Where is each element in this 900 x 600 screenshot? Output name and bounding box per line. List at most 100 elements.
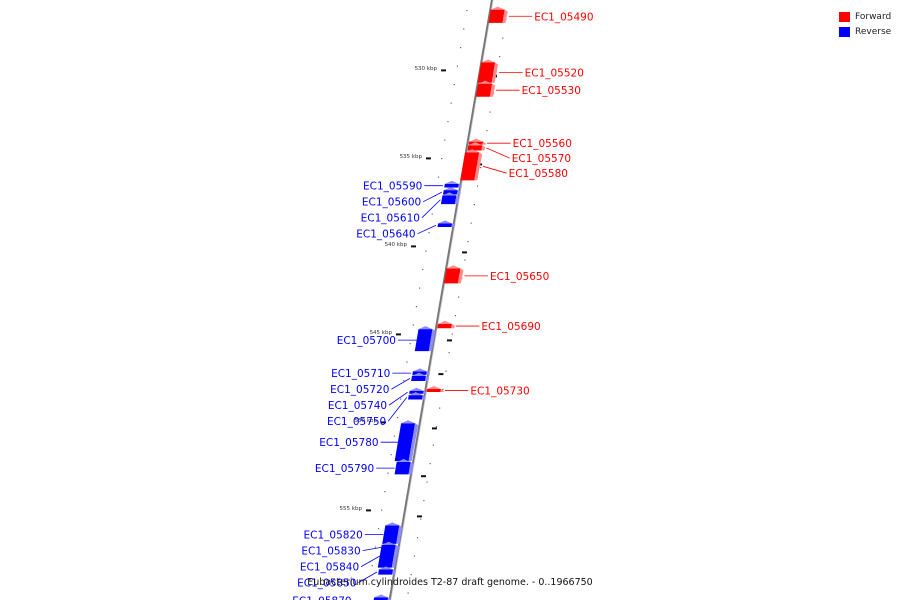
leader-line bbox=[358, 571, 378, 583]
gene-label[interactable]: EC1_05730 bbox=[470, 385, 529, 397]
gene-label[interactable]: EC1_05530 bbox=[522, 85, 581, 97]
gene-label[interactable]: EC1_05830 bbox=[301, 546, 360, 558]
gene-EC1_05750[interactable] bbox=[408, 392, 426, 400]
gene-label[interactable]: EC1_05520 bbox=[525, 68, 584, 80]
gene-body bbox=[442, 190, 458, 195]
leader-line bbox=[483, 165, 507, 174]
gene-label[interactable]: EC1_05870 bbox=[292, 596, 351, 600]
gene-side bbox=[491, 62, 499, 83]
gene-side bbox=[451, 323, 455, 329]
gene-label[interactable]: EC1_05790 bbox=[315, 463, 374, 475]
kbp-tick bbox=[431, 427, 437, 430]
gene-EC1_05640[interactable] bbox=[437, 220, 456, 228]
gene-EC1_05720[interactable] bbox=[411, 372, 429, 382]
guide-dot bbox=[486, 130, 488, 132]
guide-dot bbox=[459, 47, 462, 49]
guide-dot bbox=[447, 121, 449, 123]
gene-body bbox=[377, 544, 396, 568]
gene-label[interactable]: EC1_05710 bbox=[331, 368, 390, 380]
gene-label[interactable]: EC1_05560 bbox=[513, 138, 572, 150]
gene-label[interactable]: EC1_05610 bbox=[361, 213, 420, 225]
gene-EC1_05490[interactable] bbox=[488, 6, 508, 23]
gene-EC1_05600[interactable] bbox=[442, 187, 461, 195]
guide-dot bbox=[400, 398, 402, 400]
kbp-tick bbox=[395, 333, 401, 336]
gene-arrow-cap bbox=[396, 459, 411, 462]
gene-label[interactable]: EC1_05490 bbox=[534, 11, 593, 23]
guide-dot bbox=[418, 287, 421, 289]
gene-arrow-cap bbox=[374, 594, 389, 598]
minor-tick bbox=[438, 373, 444, 376]
gene-EC1_05820[interactable] bbox=[382, 522, 403, 544]
gene-body bbox=[460, 152, 480, 181]
gene-body bbox=[382, 525, 400, 544]
guide-dot bbox=[480, 167, 482, 169]
guide-dot bbox=[463, 28, 465, 30]
gene-arrow-cap bbox=[469, 138, 484, 142]
gene-label[interactable]: EC1_05640 bbox=[356, 229, 415, 241]
gene-EC1_05850[interactable] bbox=[378, 566, 396, 575]
gene-EC1_05870[interactable] bbox=[373, 594, 392, 600]
gene-label[interactable]: EC1_05740 bbox=[328, 400, 387, 412]
gene-EC1_05530[interactable] bbox=[475, 80, 496, 97]
gene-side bbox=[482, 141, 487, 145]
guide-dot bbox=[416, 537, 419, 539]
gene-label[interactable]: EC1_05840 bbox=[300, 562, 359, 574]
gene-arrow-cap bbox=[385, 522, 400, 526]
gene-body bbox=[426, 388, 441, 392]
gene-body bbox=[411, 375, 426, 382]
gene-body bbox=[440, 195, 457, 205]
gene-EC1_05780[interactable] bbox=[394, 420, 419, 462]
gene-EC1_05570[interactable] bbox=[467, 142, 486, 151]
gene-label[interactable]: EC1_05570 bbox=[512, 153, 571, 165]
gene-side bbox=[408, 423, 419, 462]
guide-dot bbox=[498, 56, 501, 58]
gene-arrow-cap bbox=[444, 180, 459, 184]
gene-label[interactable]: EC1_05700 bbox=[337, 335, 396, 347]
gene-label[interactable]: EC1_05780 bbox=[319, 437, 378, 449]
guide-dot bbox=[396, 417, 399, 419]
gene-label[interactable]: EC1_05590 bbox=[363, 181, 422, 193]
kbp-tick bbox=[440, 69, 446, 72]
gene-EC1_05790[interactable] bbox=[394, 459, 414, 475]
gene-EC1_05610[interactable] bbox=[440, 192, 460, 205]
leader-line bbox=[417, 224, 437, 235]
gene-body bbox=[414, 329, 433, 352]
gene-label[interactable]: EC1_05650 bbox=[490, 271, 549, 283]
gene-arrow-cap bbox=[468, 142, 483, 146]
kbp-tick bbox=[410, 245, 416, 248]
gene-EC1_05650[interactable] bbox=[443, 265, 464, 284]
guide-dot bbox=[473, 204, 475, 206]
guide-dot bbox=[442, 389, 444, 391]
gene-EC1_05730[interactable] bbox=[426, 385, 444, 392]
gene-EC1_05590[interactable] bbox=[444, 180, 462, 188]
guide-dot bbox=[425, 250, 427, 252]
gene-body bbox=[408, 395, 423, 400]
kbp-tick bbox=[425, 157, 431, 160]
gene-arrow-cap bbox=[418, 326, 433, 330]
gene-EC1_05700[interactable] bbox=[414, 326, 436, 352]
gene-label[interactable]: EC1_05690 bbox=[481, 321, 540, 333]
forward-swatch bbox=[839, 11, 850, 22]
gene-EC1_05740[interactable] bbox=[409, 387, 427, 394]
guide-dot bbox=[495, 74, 498, 76]
gene-label[interactable]: EC1_05750 bbox=[327, 416, 386, 428]
gene-label[interactable]: EC1_05580 bbox=[509, 168, 568, 180]
gene-arrow-cap bbox=[411, 372, 426, 376]
guide-dot bbox=[441, 158, 443, 160]
gene-EC1_05520[interactable] bbox=[477, 59, 499, 83]
gene-label[interactable]: EC1_05600 bbox=[362, 197, 421, 209]
gene-EC1_05580[interactable] bbox=[460, 149, 483, 181]
gene-body bbox=[437, 223, 453, 228]
gene-EC1_05840[interactable] bbox=[377, 541, 399, 568]
gene-label[interactable]: EC1_05820 bbox=[304, 530, 363, 542]
guide-dot bbox=[435, 426, 438, 428]
kbp-tick-label: 530 kbp bbox=[415, 66, 438, 72]
gene-label[interactable]: EC1_05850 bbox=[297, 578, 356, 590]
gene-EC1_05690[interactable] bbox=[437, 320, 455, 329]
gene-side bbox=[474, 152, 483, 181]
kbp-tick bbox=[365, 509, 371, 512]
guide-dot bbox=[489, 111, 491, 113]
gene-label[interactable]: EC1_05720 bbox=[330, 384, 389, 396]
